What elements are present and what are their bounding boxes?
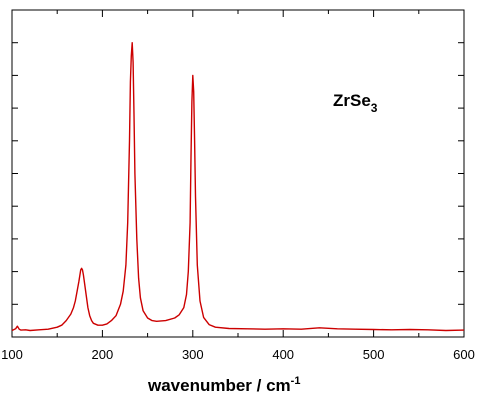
x-tick-label: 100 [1, 347, 23, 362]
plot-area [11, 9, 465, 338]
x-tick-label: 200 [92, 347, 114, 362]
y-axis-ticks [12, 9, 464, 338]
compound-label: ZrSe3 [333, 91, 378, 115]
x-axis-ticks [11, 10, 465, 337]
x-axis-title-superscript: -1 [291, 375, 301, 387]
x-axis-title-main: wavenumber / cm [147, 376, 291, 395]
compound-label-subscript: 3 [371, 101, 378, 115]
x-tick-label: 300 [182, 347, 204, 362]
x-tick-label: 500 [363, 347, 385, 362]
x-axis-tick-labels: 100 200 300 400 500 600 [1, 347, 475, 362]
x-axis-title: wavenumber / cm-1 [147, 375, 300, 395]
x-tick-label: 400 [272, 347, 294, 362]
spectrum-line [11, 42, 465, 332]
plot-frame [11, 9, 465, 338]
compound-label-main: ZrSe [333, 91, 371, 110]
x-tick-label: 600 [453, 347, 475, 362]
